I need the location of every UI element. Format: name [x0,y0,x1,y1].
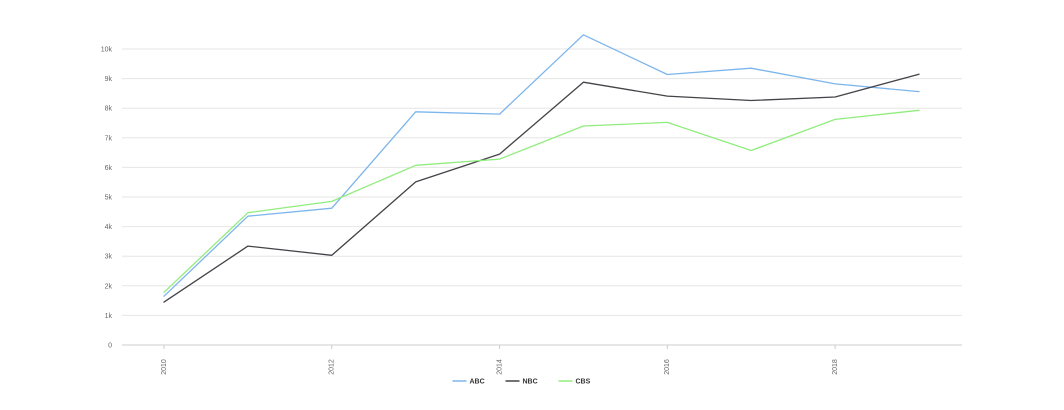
y-axis: 0 1k 2k 3k 4k 5k 6k 7k 8k 9k 10k [101,47,113,350]
y-tick-label: 3k [105,254,113,261]
y-tick-label: 5k [105,195,113,202]
y-tick-label: 6k [105,165,113,172]
legend-item-abc[interactable]: ABC [452,379,485,386]
grid-lines [122,48,962,346]
y-tick-label: 10k [101,47,113,54]
x-tick-label: 2016 [664,359,671,375]
series-line-cbs[interactable] [163,109,920,293]
x-tick-label: 2012 [329,359,336,375]
series-lines [163,34,920,303]
y-tick-label: 8k [105,106,113,113]
series-line-nbc[interactable] [163,73,920,303]
y-tick-label: 0 [108,343,112,350]
legend-label: ABC [470,379,485,386]
legend-label: NBC [523,379,538,386]
legend[interactable]: ABC NBC CBS [452,379,591,386]
y-tick-label: 1k [105,313,113,320]
y-tick-label: 7k [105,135,113,142]
legend-label: CBS [576,379,591,386]
y-tick-label: 2k [105,283,113,290]
x-tick-label: 2010 [161,359,168,375]
legend-item-cbs[interactable]: CBS [558,379,591,386]
x-axis: 2010 2012 2014 2016 2018 [161,345,839,375]
legend-item-nbc[interactable]: NBC [505,379,538,386]
y-tick-label: 9k [105,76,113,83]
x-tick-label: 2014 [496,359,503,375]
y-tick-label: 4k [105,224,113,231]
x-tick-label: 2018 [832,359,839,375]
series-line-abc[interactable] [163,34,920,297]
